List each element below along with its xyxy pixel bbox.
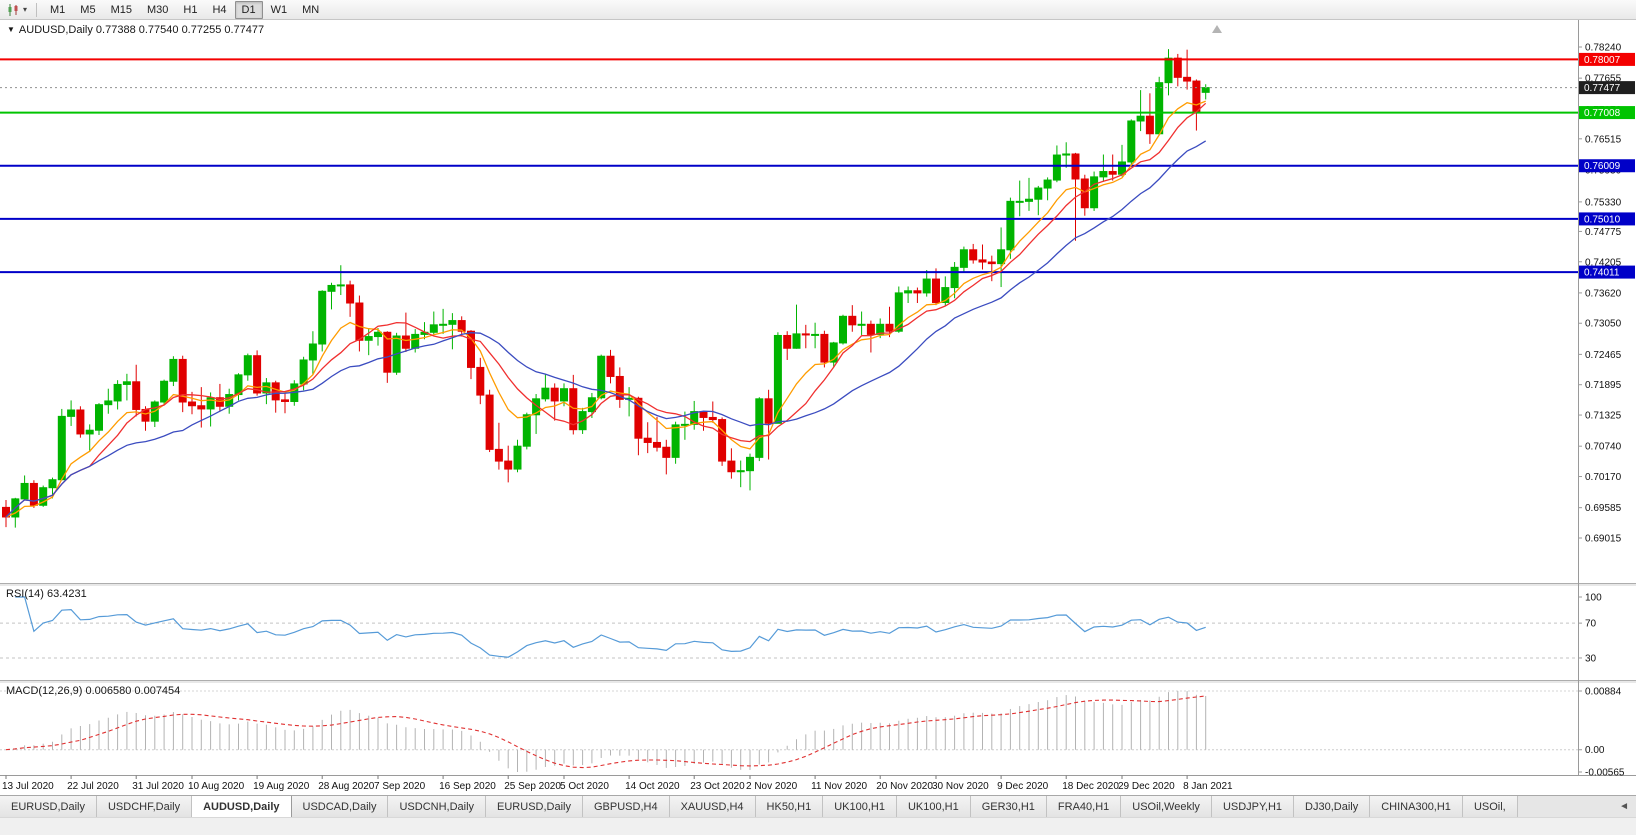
horizontal-lines[interactable]: [0, 58, 1578, 274]
timeframe-button-m5[interactable]: M5: [80, 3, 96, 16]
chart-tab-usdchf-daily[interactable]: USDCHF,Daily: [96, 796, 193, 817]
toolbar-separator: [36, 2, 38, 17]
price-axis-label: 0.69015: [1585, 534, 1622, 545]
ema-8-line: [5, 100, 1206, 518]
tabs-scroll-left-icon[interactable]: ◄: [1619, 801, 1629, 812]
chart-tab-eurusd-daily[interactable]: EURUSD,Daily: [486, 796, 583, 817]
price-chart-canvas[interactable]: 0.782400.776550.770700.765150.759300.753…: [0, 20, 1636, 795]
price-axis-badge: 0.78007: [1584, 55, 1621, 66]
price-axis-label: 0.74205: [1585, 257, 1622, 268]
time-axis-label: 28 Aug 2020: [318, 781, 375, 792]
price-axis-label: 0.73620: [1585, 288, 1622, 299]
timeframe-button-h1[interactable]: H1: [183, 3, 198, 16]
price-axis-label: 0.73050: [1585, 319, 1622, 330]
chart-tab-audusd-daily[interactable]: AUDUSD,Daily: [192, 796, 292, 817]
timeframe-buttons-group: M1 M5 M15 M30 H1 H4 D1 W1 MN: [43, 0, 326, 19]
chart-tabs-bar: EURUSD,Daily USDCHF,Daily AUDUSD,Daily USDC…: [0, 795, 1636, 817]
time-axis-label: 18 Dec 2020: [1062, 781, 1119, 792]
ma-lines: [5, 100, 1207, 518]
timeframe-button-m15[interactable]: M15: [110, 3, 132, 16]
macd-pane: 0.00884 0.00 -0.00565: [0, 687, 1625, 779]
price-axis-badge: 0.77008: [1584, 108, 1621, 119]
time-axis-label: 14 Oct 2020: [625, 781, 680, 792]
timeframe-toolbar: ▾ M1 M5 M15 M30 H1 H4 D1 W1 MN: [0, 0, 1636, 20]
chart-type-dropdown-caret[interactable]: ▾: [23, 5, 28, 14]
timeframe-button-m30[interactable]: M30: [146, 3, 169, 16]
chart-tab-usoil[interactable]: USOil,: [1462, 796, 1518, 817]
price-axis-label: 0.70740: [1585, 442, 1622, 453]
time-axis-label: 30 Nov 2020: [932, 781, 989, 792]
time-axis-label: 13 Jul 2020: [2, 781, 54, 792]
price-axis-label: 0.77655: [1585, 74, 1622, 85]
price-axis-label: 0.72465: [1585, 350, 1622, 361]
time-axis-label: 10 Aug 2020: [188, 781, 245, 792]
chart-tab-usdcnh-daily[interactable]: USDCNH,Daily: [388, 796, 487, 817]
chart-tab-uk100-h1[interactable]: UK100,H1: [823, 796, 897, 817]
status-bar: [0, 817, 1636, 835]
time-axis-label: 25 Sep 2020: [504, 781, 561, 792]
time-axis-label: 19 Aug 2020: [253, 781, 310, 792]
chart-tab-usdcad-daily[interactable]: USDCAD,Daily: [291, 796, 389, 817]
chart-tab-china300-h1[interactable]: CHINA300,H1: [1370, 796, 1463, 817]
chart-tab-gbpusd-h4[interactable]: GBPUSD,H4: [583, 796, 670, 817]
macd-axis-label: 0.00884: [1585, 687, 1622, 698]
chart-tab-uk100-h1[interactable]: UK100,H1: [896, 796, 971, 817]
candlesticks: [2, 49, 1210, 528]
price-axis-badge: 0.74011: [1584, 268, 1620, 279]
price-axis-badge: 0.76009: [1584, 161, 1621, 172]
chart-tab-ger30-h1[interactable]: GER30,H1: [970, 796, 1047, 817]
rsi-axis-label: 70: [1585, 619, 1597, 630]
macd-axis-label: 0.00: [1585, 745, 1605, 756]
chart-type-icon[interactable]: [4, 3, 22, 17]
price-axis-label: 0.78240: [1585, 43, 1622, 54]
price-axis-badge: 0.75010: [1584, 214, 1621, 225]
time-axis-label: 7 Sep 2020: [374, 781, 426, 792]
price-axis-label: 0.70170: [1585, 472, 1622, 483]
time-axis-label: 16 Sep 2020: [439, 781, 496, 792]
timeframe-button-w1[interactable]: W1: [270, 3, 288, 16]
time-axis-label: 20 Nov 2020: [876, 781, 933, 792]
time-axis-label: 22 Jul 2020: [67, 781, 119, 792]
chart-tab-dj30-daily[interactable]: DJ30,Daily: [1294, 796, 1371, 817]
time-axis-label: 11 Nov 2020: [811, 781, 867, 792]
price-axis-label: 0.76515: [1585, 134, 1622, 145]
chart-tab-eurusd-daily[interactable]: EURUSD,Daily: [0, 796, 97, 817]
chart-area: 0.782400.776550.770700.765150.759300.753…: [0, 20, 1636, 795]
rsi-pane: 100 70 30: [0, 593, 1602, 664]
price-axis-label: 0.75330: [1585, 197, 1622, 208]
time-axis-label: 9 Dec 2020: [997, 781, 1049, 792]
chart-tab-usdjpy-h1[interactable]: USDJPY,H1: [1211, 796, 1295, 817]
price-axis-label: 0.69585: [1585, 503, 1622, 514]
chart-shift-marker-icon[interactable]: [1212, 25, 1222, 33]
timeframe-button-mn[interactable]: MN: [302, 3, 320, 16]
chart-tab-fra40-h1[interactable]: FRA40,H1: [1046, 796, 1122, 817]
timeframe-button-d1[interactable]: D1: [234, 0, 263, 19]
chart-tab-hk50-h1[interactable]: HK50,H1: [755, 796, 824, 817]
rsi-axis-label: 30: [1585, 653, 1597, 664]
time-axis-label: 5 Oct 2020: [560, 781, 609, 792]
time-axis-label: 29 Dec 2020: [1118, 781, 1175, 792]
timeframe-button-h4[interactable]: H4: [212, 3, 227, 16]
sma-10-line: [5, 102, 1207, 518]
time-axis-label: 8 Jan 2021: [1183, 781, 1233, 792]
price-axis-label: 0.71895: [1585, 380, 1622, 391]
price-axis: 0.782400.776550.770700.765150.759300.753…: [1578, 43, 1635, 545]
time-axis-label: 2 Nov 2020: [746, 781, 798, 792]
chart-tab-usoil-weekly[interactable]: USOil,Weekly: [1121, 796, 1212, 817]
macd-signal-line: [5, 695, 1206, 769]
time-axis: 13 Jul 2020 22 Jul 2020 31 Jul 2020 10 Aug …: [2, 775, 1233, 792]
time-axis-label: 31 Jul 2020: [132, 781, 184, 792]
sma-20-line: [5, 140, 1207, 518]
pane-frame: [0, 20, 1636, 776]
timeframe-button-m1[interactable]: M1: [50, 3, 66, 16]
price-axis-label: 0.74775: [1585, 227, 1622, 238]
rsi-axis-label: 100: [1585, 593, 1602, 604]
rsi-line: [15, 596, 1206, 658]
price-axis-label: 0.71325: [1585, 411, 1622, 422]
time-axis-label: 23 Oct 2020: [690, 781, 745, 792]
chart-tab-xauusd-h4[interactable]: XAUUSD,H4: [669, 796, 756, 817]
price-axis-badge: 0.77477: [1584, 83, 1621, 94]
macd-axis-label: -0.00565: [1585, 768, 1625, 779]
